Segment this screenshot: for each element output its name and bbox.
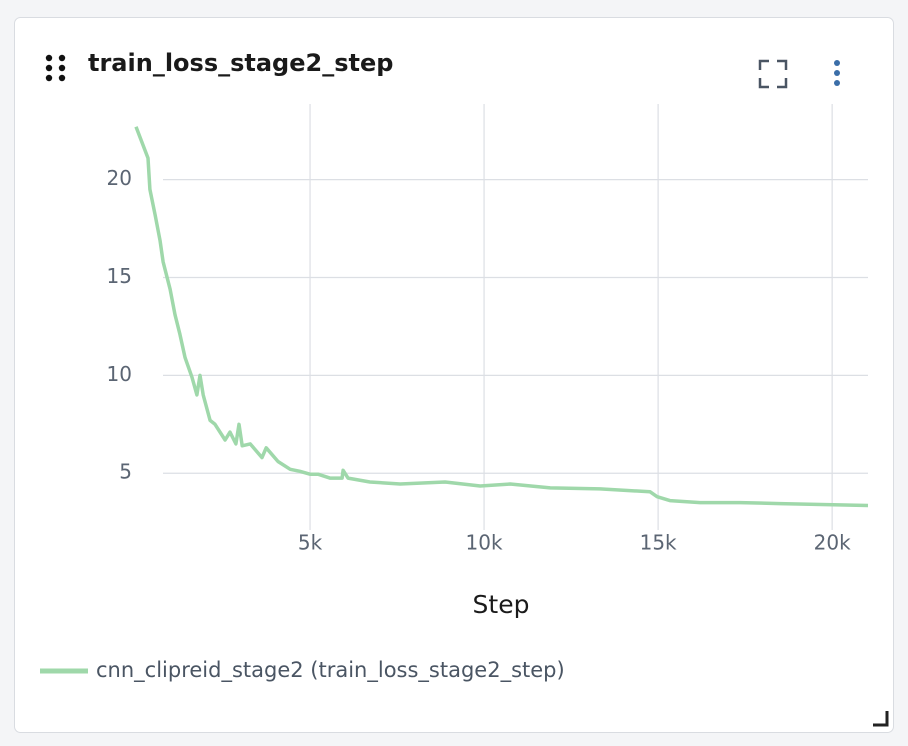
y-tick-label: 20 (107, 166, 132, 190)
y-tick-label: 5 (119, 460, 132, 484)
x-tick-label: 15k (640, 531, 677, 555)
y-tick-label: 15 (107, 264, 132, 288)
fullscreen-button[interactable] (758, 59, 788, 89)
x-axis-label: Step (473, 590, 530, 619)
x-tick-label: 20k (814, 531, 851, 555)
resize-handle[interactable] (873, 711, 889, 727)
x-tick-label: 5k (298, 531, 323, 555)
y-tick-label: 10 (107, 362, 132, 386)
chart-title: train_loss_stage2_step (88, 49, 393, 77)
series-line (134, 126, 869, 508)
drag-handle[interactable] (45, 54, 66, 82)
x-tick-label: 10k (466, 531, 503, 555)
menu-button[interactable] (834, 60, 840, 86)
legend-label: cnn_clipreid_stage2 (train_loss_stage2_s… (96, 658, 565, 683)
